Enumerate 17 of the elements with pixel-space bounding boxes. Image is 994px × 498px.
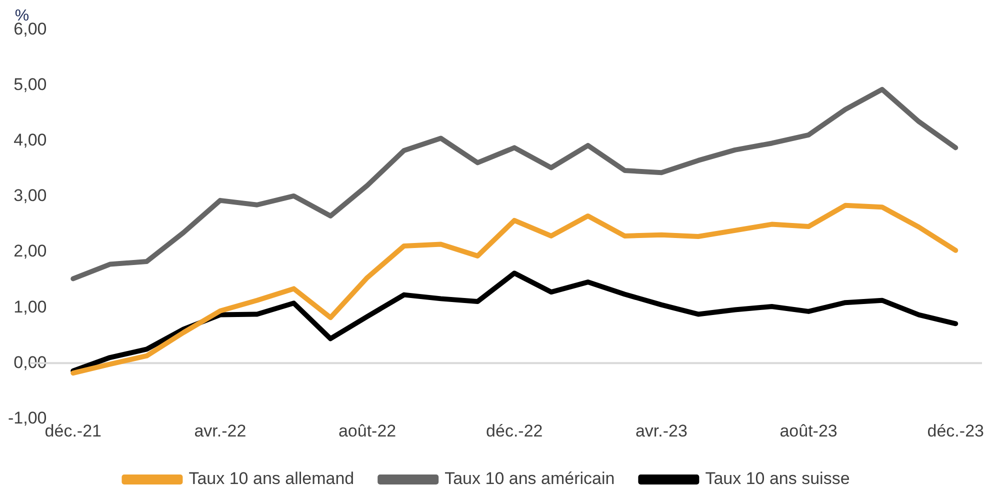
y-tick-label: 4,00 [14, 130, 47, 150]
x-tick-label: déc.-22 [486, 421, 543, 440]
x-tick-label: avr.-23 [635, 421, 688, 440]
x-tick-label: avr.-22 [194, 421, 246, 440]
x-tick-label: déc.-23 [927, 421, 984, 440]
y-tick-label: 3,00 [14, 186, 47, 206]
y-tick-label: 2,00 [14, 242, 47, 261]
x-tick-label: déc.-21 [44, 421, 102, 440]
legend-label: Taux 10 ans suisse [705, 469, 850, 488]
x-tick-label: août-22 [338, 421, 396, 440]
x-tick-label: août-23 [780, 421, 838, 440]
y-tick-label: -1,00 [8, 408, 47, 428]
y-tick-label: 6,00 [14, 20, 47, 39]
legend-label: Taux 10 ans allemand [188, 469, 354, 488]
legend-label: Taux 10 ans américain [444, 469, 615, 488]
y-tick-label: 1,00 [14, 297, 47, 316]
y-tick-label: 5,00 [14, 75, 47, 94]
